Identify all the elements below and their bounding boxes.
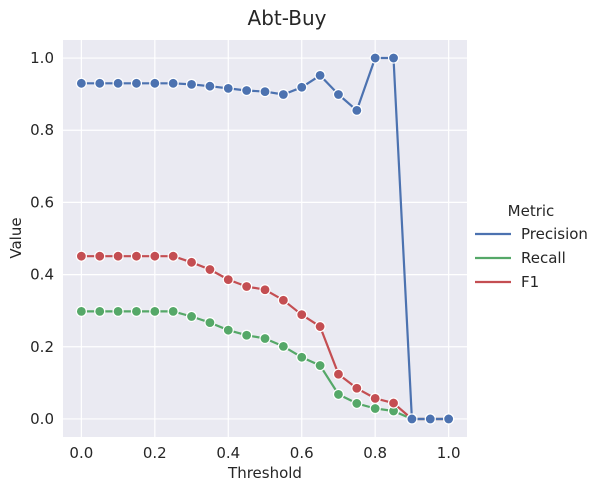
legend-label-precision: Precision bbox=[521, 225, 588, 243]
data-point bbox=[94, 77, 106, 89]
data-point bbox=[222, 274, 234, 286]
y-axis-ticks: 0.0 0.2 0.4 0.6 0.8 1.0 bbox=[30, 49, 54, 428]
data-point bbox=[241, 84, 253, 97]
x-tick-label: 0.8 bbox=[363, 444, 387, 462]
data-point bbox=[387, 397, 400, 409]
series-layer bbox=[75, 52, 455, 425]
data-point bbox=[130, 250, 143, 262]
data-point bbox=[75, 77, 87, 89]
data-point bbox=[387, 52, 400, 64]
data-point bbox=[94, 250, 106, 262]
data-point bbox=[351, 104, 363, 116]
data-point bbox=[222, 324, 234, 336]
data-point bbox=[259, 332, 271, 345]
data-point bbox=[351, 382, 363, 394]
data-point bbox=[314, 320, 326, 333]
data-point bbox=[314, 69, 326, 81]
y-tick-label: 0.2 bbox=[30, 338, 54, 356]
legend-label-recall: Recall bbox=[521, 249, 566, 267]
data-point bbox=[130, 305, 143, 318]
data-point bbox=[75, 305, 87, 318]
series-precision bbox=[75, 52, 455, 425]
data-point bbox=[112, 77, 124, 89]
data-point bbox=[259, 284, 271, 296]
x-tick-label: 0.0 bbox=[69, 444, 93, 462]
data-point bbox=[277, 88, 289, 101]
data-point bbox=[185, 256, 198, 268]
series-f1 bbox=[75, 250, 455, 425]
x-tick-label: 0.4 bbox=[216, 444, 240, 462]
data-point bbox=[351, 397, 363, 410]
data-point bbox=[204, 80, 216, 92]
data-point bbox=[369, 392, 381, 404]
data-point bbox=[296, 81, 308, 93]
x-axis-label: Threshold bbox=[227, 464, 302, 482]
x-tick-label: 0.2 bbox=[143, 444, 167, 462]
data-point bbox=[332, 88, 345, 101]
data-point bbox=[332, 368, 345, 380]
data-point bbox=[94, 305, 106, 318]
grid-lines bbox=[63, 40, 467, 437]
data-point bbox=[185, 78, 198, 90]
y-axis-label: Value bbox=[7, 217, 25, 258]
data-point bbox=[424, 413, 436, 425]
x-tick-label: 0.6 bbox=[290, 444, 314, 462]
data-point bbox=[149, 250, 161, 262]
x-tick-label: 1.0 bbox=[437, 444, 461, 462]
data-point bbox=[112, 305, 124, 318]
data-point bbox=[130, 77, 143, 89]
data-point bbox=[167, 77, 179, 89]
data-point bbox=[277, 340, 289, 353]
data-point bbox=[369, 52, 381, 64]
data-point bbox=[443, 413, 455, 425]
x-axis-ticks: 0.0 0.2 0.4 0.6 0.8 1.0 bbox=[69, 444, 460, 462]
legend-title: Metric bbox=[508, 202, 555, 220]
data-point bbox=[241, 280, 253, 293]
data-point bbox=[369, 402, 381, 415]
data-point bbox=[296, 309, 308, 321]
legend: Metric Precision Recall F1 bbox=[475, 202, 588, 291]
data-point bbox=[149, 77, 161, 89]
data-point bbox=[112, 250, 124, 262]
y-tick-label: 0.8 bbox=[30, 121, 54, 139]
data-point bbox=[314, 359, 326, 372]
y-tick-label: 0.4 bbox=[30, 266, 54, 284]
chart-title: Abt-Buy bbox=[248, 6, 327, 30]
data-point bbox=[204, 316, 216, 329]
y-tick-label: 0.0 bbox=[30, 410, 54, 428]
data-point bbox=[332, 388, 345, 401]
data-point bbox=[241, 329, 253, 341]
data-point bbox=[277, 294, 289, 306]
data-point bbox=[185, 310, 198, 323]
data-point bbox=[259, 86, 271, 98]
y-tick-label: 0.6 bbox=[30, 193, 54, 211]
data-point bbox=[296, 351, 308, 363]
plot-area bbox=[63, 40, 467, 437]
data-point bbox=[222, 82, 234, 94]
legend-label-f1: F1 bbox=[521, 273, 539, 291]
data-point bbox=[167, 250, 179, 262]
y-tick-label: 1.0 bbox=[30, 49, 54, 67]
data-point bbox=[167, 305, 179, 318]
data-point bbox=[204, 263, 216, 276]
data-point bbox=[75, 250, 87, 262]
data-point bbox=[149, 305, 161, 318]
data-point bbox=[406, 413, 418, 425]
